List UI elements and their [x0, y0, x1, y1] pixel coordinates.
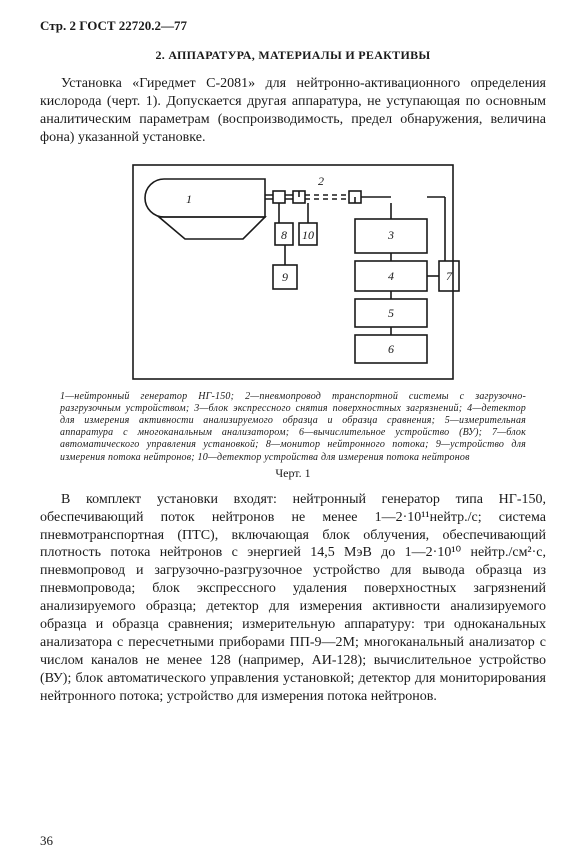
schematic-diagram: 1 2 8 10 9 3 4 5 6 7 — [93, 157, 493, 387]
paragraph-2: В комплект установки входят: нейтронный … — [40, 491, 546, 706]
paragraph-1: Установка «Гиредмет С-2081» для нейтронн… — [40, 75, 546, 147]
figure-1: 1 2 8 10 9 3 4 5 6 7 — [40, 157, 546, 387]
page-header: Стр. 2 ГОСТ 22720.2—77 — [40, 18, 546, 34]
svg-text:4: 4 — [388, 269, 394, 283]
svg-text:3: 3 — [387, 228, 394, 242]
page-number: 36 — [40, 833, 53, 849]
svg-text:5: 5 — [388, 306, 394, 320]
svg-text:7: 7 — [446, 269, 453, 283]
svg-text:8: 8 — [281, 228, 287, 242]
svg-text:9: 9 — [282, 270, 288, 284]
svg-text:1: 1 — [186, 192, 192, 206]
svg-text:2: 2 — [318, 174, 324, 188]
section-title: 2. АППАРАТУРА, МАТЕРИАЛЫ И РЕАКТИВЫ — [40, 48, 546, 63]
figure-label: Черт. 1 — [40, 466, 546, 481]
figure-caption: 1—нейтронный генератор НГ-150; 2—пневмоп… — [60, 391, 526, 464]
svg-text:10: 10 — [302, 228, 314, 242]
svg-text:6: 6 — [388, 342, 394, 356]
